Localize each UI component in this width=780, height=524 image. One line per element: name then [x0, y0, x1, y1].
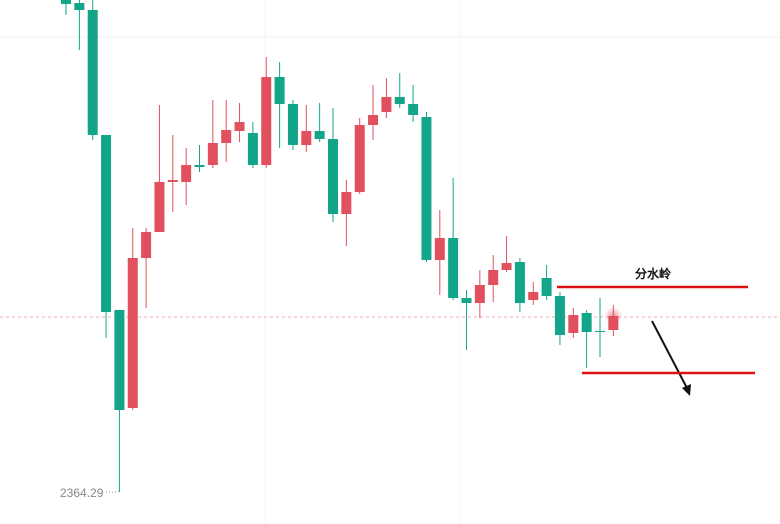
candle-body: [568, 315, 579, 333]
candle-body: [101, 135, 112, 312]
candle-body: [61, 0, 71, 4]
candle-body: [541, 278, 552, 296]
candle-body: [394, 97, 405, 104]
candle-body: [514, 262, 525, 303]
candle-body: [261, 77, 272, 165]
candle-body: [287, 104, 298, 145]
candle-body: [328, 139, 338, 214]
candle-body: [301, 131, 312, 145]
arrow-head: [682, 384, 691, 396]
candle-body: [354, 125, 365, 192]
arrow: [651, 320, 689, 391]
low-label: 2364.29: [60, 486, 104, 500]
candle-body: [141, 232, 152, 258]
candle-body: [501, 263, 512, 270]
candle-body: [74, 3, 85, 10]
candle-body: [167, 180, 178, 182]
candle-body: [488, 270, 499, 285]
candle-body: [247, 133, 258, 165]
candle-body: [221, 130, 232, 143]
candle-body: [181, 165, 192, 182]
candle-body: [341, 192, 352, 214]
candle-body: [368, 115, 379, 125]
candle-body: [274, 77, 285, 104]
candle-body: [554, 296, 565, 335]
candle-body: [234, 122, 245, 131]
current-glow: [604, 307, 623, 325]
candle-body: [127, 258, 138, 408]
candle-body: [114, 310, 125, 410]
candle-body: [194, 165, 205, 167]
candle-body: [381, 97, 392, 112]
level-label: 分水岭: [635, 266, 671, 281]
candle-body: [87, 10, 98, 135]
candle-body: [434, 238, 445, 260]
candle-body: [408, 104, 419, 115]
candle-body: [448, 238, 459, 298]
candle-body: [581, 313, 592, 332]
candle-body: [595, 331, 605, 332]
candle-body: [421, 117, 432, 260]
candle-body: [461, 298, 472, 303]
candle-body: [528, 292, 539, 300]
candle-body: [154, 182, 165, 232]
candle-body: [207, 143, 218, 165]
candle-body: [314, 131, 325, 139]
candle-body: [474, 285, 485, 303]
